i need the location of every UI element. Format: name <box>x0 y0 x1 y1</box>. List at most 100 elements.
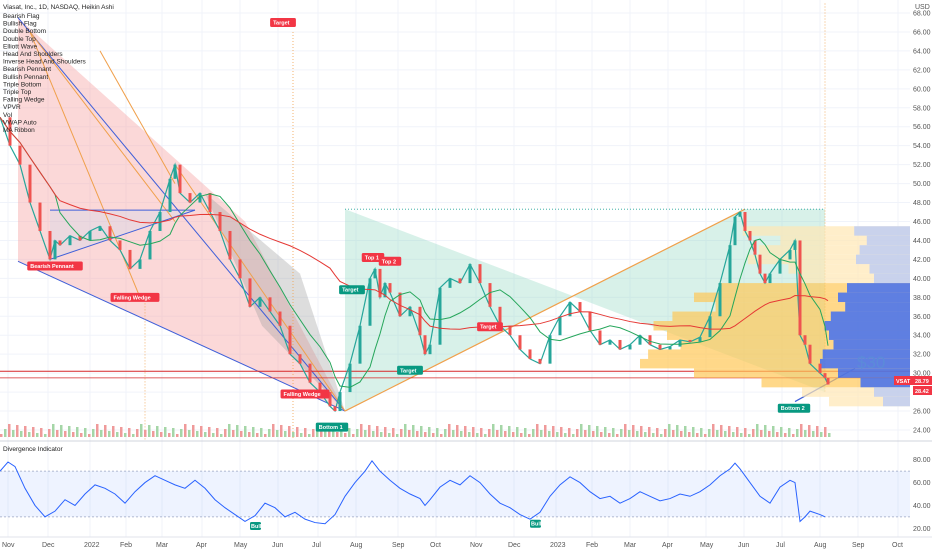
legend-item[interactable]: Inverse Head And Shoulders <box>3 59 86 66</box>
volume-bar <box>340 427 343 437</box>
volume-bar <box>420 426 423 437</box>
volume-bar <box>400 429 403 437</box>
candle <box>748 230 752 241</box>
pattern-label: Top 2 <box>378 256 402 266</box>
volume-bar <box>564 433 567 437</box>
candle <box>38 202 42 231</box>
bull-divergence-label: Bull <box>250 522 262 530</box>
volume-bar <box>428 427 431 437</box>
volume-bar <box>824 427 827 437</box>
volume-profile-blue-row <box>830 311 910 322</box>
time-tick-label: 2023 <box>550 542 566 549</box>
time-tick-label: Jul <box>776 542 785 549</box>
candle <box>628 344 632 350</box>
time-axis[interactable]: Nov Dec 2022 Feb Mar Apr May Jun Jul Aug Sep Oct Nov… <box>2 542 903 549</box>
legend-item[interactable]: Triple Top <box>3 89 32 96</box>
volume-bar <box>244 426 247 437</box>
candle <box>618 339 622 350</box>
legend-item[interactable]: Double Bottom <box>3 28 46 35</box>
legend-item[interactable]: Triple Bottom <box>3 81 41 88</box>
volume-bar <box>448 424 451 437</box>
candle <box>468 264 472 284</box>
volume-bar <box>288 426 291 437</box>
volume-bar <box>756 424 759 437</box>
time-tick-label: Dec <box>42 542 55 549</box>
candle <box>718 283 722 317</box>
volume-bar <box>692 427 695 437</box>
volume-bar <box>20 431 23 437</box>
legend-item[interactable]: Bullish Flag <box>3 21 37 28</box>
volume-bar <box>304 428 307 437</box>
bull-divergence-label: Bull <box>530 519 542 528</box>
legend-item[interactable]: Vol <box>3 112 13 119</box>
candle <box>128 249 132 269</box>
volume-bar <box>132 434 135 437</box>
volume-bar <box>264 434 267 437</box>
volume-bar <box>452 430 455 437</box>
ticker-badge-label: VSAT <box>896 379 911 385</box>
volume-bar <box>460 431 463 437</box>
price-tick-label: 34.00 <box>913 333 931 340</box>
volume-bar <box>108 431 111 437</box>
volume-bar <box>708 429 711 437</box>
legend-item[interactable]: Elliott Wave <box>3 43 37 50</box>
volume-bar <box>780 427 783 437</box>
candle <box>818 363 822 374</box>
volume-bar <box>788 428 791 437</box>
volume-bar <box>156 426 159 437</box>
candle <box>488 283 492 307</box>
volume-bar <box>36 433 39 437</box>
svg-text:Target: Target <box>400 368 417 374</box>
candle <box>48 230 52 260</box>
candle <box>108 226 112 241</box>
volume-bar <box>396 434 399 437</box>
indicator-band <box>0 471 910 517</box>
price-tick-label: 62.00 <box>913 67 931 74</box>
time-tick-label: Aug <box>350 542 363 549</box>
volume-bar <box>92 429 95 437</box>
candle <box>388 283 392 293</box>
legend-item[interactable]: MA Ribbon <box>3 127 35 134</box>
volume-bar <box>412 425 415 437</box>
volume-bar <box>216 428 219 437</box>
legend-item[interactable]: VWAP Auto <box>3 119 37 126</box>
legend-item[interactable]: Bearish Flag <box>3 13 40 20</box>
legend-item[interactable]: Falling Wedge <box>3 97 45 104</box>
volume-profile-blue-row <box>822 349 910 359</box>
volume-bar <box>484 434 487 437</box>
volume-bar <box>120 427 123 437</box>
volume-bar <box>632 425 635 437</box>
candle <box>678 339 682 347</box>
candle <box>148 230 152 260</box>
pattern-label: Bottom 2 <box>777 403 811 413</box>
candle <box>278 311 282 326</box>
price-tick-label: 68.00 <box>913 11 931 18</box>
candle <box>88 230 92 241</box>
candle <box>338 392 342 412</box>
volume-bar <box>676 425 679 437</box>
legend-item[interactable]: VPVR <box>3 104 21 111</box>
price-axis[interactable]: 68.00 66.00 64.00 62.00 60.00 58.00 56.00 54.00… <box>913 11 931 435</box>
volume-bar <box>604 427 607 437</box>
legend-item[interactable]: Head And Shoulders <box>3 51 63 58</box>
candle <box>98 226 102 231</box>
candle <box>298 354 302 364</box>
legend-item[interactable]: Bearish Pennant <box>3 66 51 73</box>
svg-text:Top 2: Top 2 <box>382 259 396 265</box>
pattern-label: Top 1 <box>361 253 385 263</box>
volume-bar <box>524 428 527 437</box>
legend-item[interactable]: Bullish Pennant <box>3 74 48 81</box>
volume-bar <box>368 425 371 437</box>
volume-bar <box>152 431 155 437</box>
volume-profile-row <box>758 245 910 255</box>
candle <box>778 259 782 274</box>
legend-item[interactable]: Double Top <box>3 36 36 43</box>
volume-bar <box>740 433 743 437</box>
volume-profile-row <box>761 377 910 388</box>
volume-profile-row <box>802 273 910 284</box>
candle <box>373 268 377 279</box>
volume-bar <box>796 429 799 437</box>
